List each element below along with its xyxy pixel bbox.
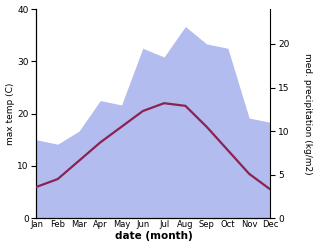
Y-axis label: max temp (C): max temp (C) [5,82,15,145]
Y-axis label: med. precipitation (kg/m2): med. precipitation (kg/m2) [303,53,313,174]
X-axis label: date (month): date (month) [114,231,192,242]
